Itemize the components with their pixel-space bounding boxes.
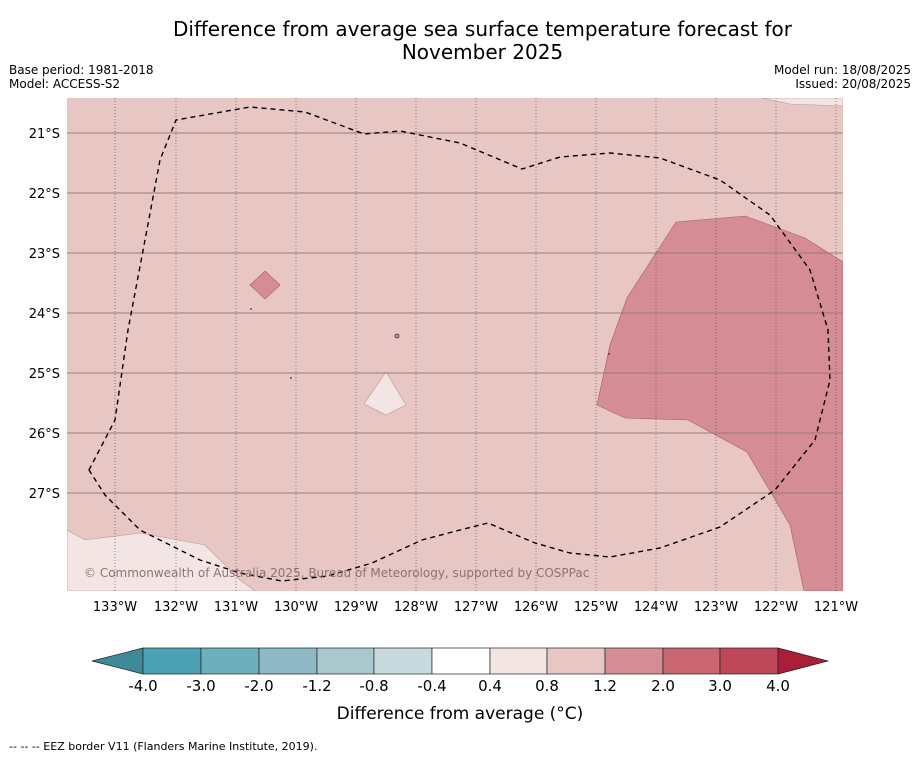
colorbar-bin-11 xyxy=(719,647,779,675)
anomaly-region-high-right xyxy=(596,215,843,591)
lon-label-8: 125°W xyxy=(574,600,618,615)
anomaly-speck-4 xyxy=(608,353,610,355)
model-name: Model: ACCESS-S2 xyxy=(9,77,121,91)
lon-label-12: 121°W xyxy=(814,600,858,615)
colorbar-extend-high xyxy=(777,647,830,675)
colorbar-bin-10 xyxy=(662,647,721,675)
lat-label-6: 27°S xyxy=(29,487,60,502)
map-panel: © Commonwealth of Australia 2025, Bureau… xyxy=(67,98,843,591)
lon-label-11: 122°W xyxy=(754,600,798,615)
title-line-2: November 2025 xyxy=(401,40,564,64)
model-run: Model run: 18/08/2025 xyxy=(773,63,911,77)
lon-label-7: 126°W xyxy=(514,600,558,615)
anomaly-region-low-top-right xyxy=(761,98,843,107)
colorbar-bin-8 xyxy=(546,647,606,675)
lat-label-5: 26°S xyxy=(29,427,60,442)
latitude-lines xyxy=(67,132,843,494)
colorbar-extend-low xyxy=(91,647,144,675)
lon-label-0: 133°W xyxy=(93,600,137,615)
colorbar-tick-4: -0.8 xyxy=(359,677,389,695)
lon-label-5: 128°W xyxy=(394,600,438,615)
anomaly-patch-light xyxy=(363,371,407,416)
anomaly-region-low-bottom-left xyxy=(67,529,256,591)
lon-label-9: 124°W xyxy=(634,600,678,615)
lon-label-2: 131°W xyxy=(214,600,258,615)
colorbar xyxy=(91,647,830,675)
issued-date: Issued: 20/08/2025 xyxy=(795,77,911,91)
colorbar-bin-7 xyxy=(489,647,548,675)
colorbar-tick-2: -2.0 xyxy=(244,677,274,695)
lat-label-4: 25°S xyxy=(29,367,60,382)
colorbar-bin-4 xyxy=(316,647,375,675)
lon-label-1: 132°W xyxy=(154,600,198,615)
colorbar-bin-1 xyxy=(142,647,202,675)
anomaly-speck-1 xyxy=(394,333,400,339)
colorbar-bin-5 xyxy=(373,647,433,675)
title-line-1: Difference from average sea surface temp… xyxy=(172,17,792,41)
lat-label-3: 24°S xyxy=(29,307,60,322)
map-title: Difference from average sea surface temp… xyxy=(120,18,845,64)
lon-label-3: 130°W xyxy=(274,600,318,615)
colorbar-tick-7: 0.8 xyxy=(535,677,559,695)
colorbar-tick-8: 1.2 xyxy=(593,677,617,695)
lat-labels: 21°S 22°S 23°S 24°S 25°S 26°S 27°S xyxy=(29,127,60,502)
anomaly-patch-diamond xyxy=(249,270,281,300)
colorbar-title: Difference from average (°C) xyxy=(336,704,584,724)
lon-label-6: 127°W xyxy=(454,600,498,615)
colorbar-tick-9: 2.0 xyxy=(651,677,675,695)
colorbar-tick-1: -3.0 xyxy=(186,677,216,695)
eez-footnote: -- -- -- EEZ border V11 (Flanders Marine… xyxy=(9,740,318,753)
anomaly-speck-3 xyxy=(290,377,292,379)
meta-right: Model run: 18/08/2025 Issued: 20/08/2025 xyxy=(774,63,911,91)
lon-labels: 133°W 132°W 131°W 130°W 129°W 128°W 127°… xyxy=(93,600,858,615)
copyright-text: © Commonwealth of Australia 2025, Bureau… xyxy=(84,566,589,580)
lat-label-1: 22°S xyxy=(29,187,60,202)
colorbar-bin-3 xyxy=(258,647,318,675)
colorbar-tick-6: 0.4 xyxy=(478,677,502,695)
lat-label-2: 23°S xyxy=(29,247,60,262)
colorbar-tick-11: 4.0 xyxy=(766,677,790,695)
colorbar-bin-6 xyxy=(431,647,491,675)
colorbar-tick-5: -0.4 xyxy=(417,677,447,695)
colorbar-bin-9 xyxy=(604,647,664,675)
colorbar-bin-2 xyxy=(200,647,260,675)
base-period: Base period: 1981-2018 xyxy=(9,63,154,77)
lon-label-10: 123°W xyxy=(694,600,738,615)
anomaly-speck-2 xyxy=(250,308,252,310)
colorbar-tick-3: -1.2 xyxy=(302,677,332,695)
meta-left: Base period: 1981-2018 Model: ACCESS-S2 xyxy=(9,63,154,91)
colorbar-tick-0: -4.0 xyxy=(128,677,158,695)
graticule xyxy=(114,98,837,591)
lat-label-0: 21°S xyxy=(29,127,60,142)
colorbar-tick-10: 3.0 xyxy=(708,677,732,695)
lon-label-4: 129°W xyxy=(334,600,378,615)
